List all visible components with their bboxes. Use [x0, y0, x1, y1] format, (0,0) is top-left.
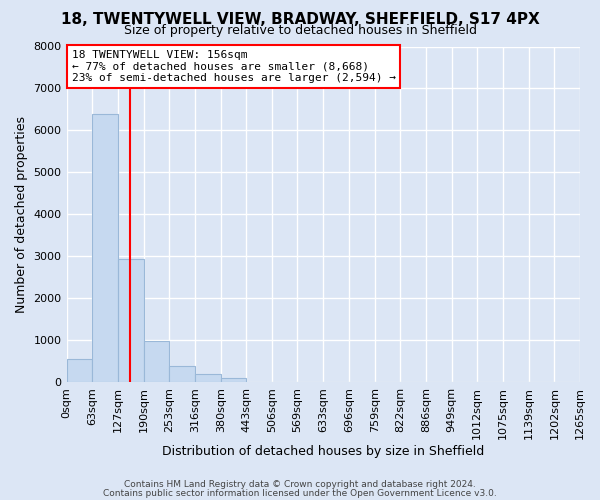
Text: 18, TWENTYWELL VIEW, BRADWAY, SHEFFIELD, S17 4PX: 18, TWENTYWELL VIEW, BRADWAY, SHEFFIELD,… — [61, 12, 539, 28]
Bar — [143, 341, 169, 382]
Y-axis label: Number of detached properties: Number of detached properties — [15, 116, 28, 313]
Bar — [195, 374, 221, 382]
Bar — [67, 359, 92, 382]
Bar — [221, 378, 247, 382]
Text: 18 TWENTYWELL VIEW: 156sqm
← 77% of detached houses are smaller (8,668)
23% of s: 18 TWENTYWELL VIEW: 156sqm ← 77% of deta… — [71, 50, 395, 83]
Text: Contains public sector information licensed under the Open Government Licence v3: Contains public sector information licen… — [103, 488, 497, 498]
X-axis label: Distribution of detached houses by size in Sheffield: Distribution of detached houses by size … — [162, 444, 484, 458]
Text: Contains HM Land Registry data © Crown copyright and database right 2024.: Contains HM Land Registry data © Crown c… — [124, 480, 476, 489]
Bar — [169, 366, 195, 382]
Text: Size of property relative to detached houses in Sheffield: Size of property relative to detached ho… — [124, 24, 476, 37]
Bar — [118, 259, 143, 382]
Bar — [92, 114, 118, 382]
